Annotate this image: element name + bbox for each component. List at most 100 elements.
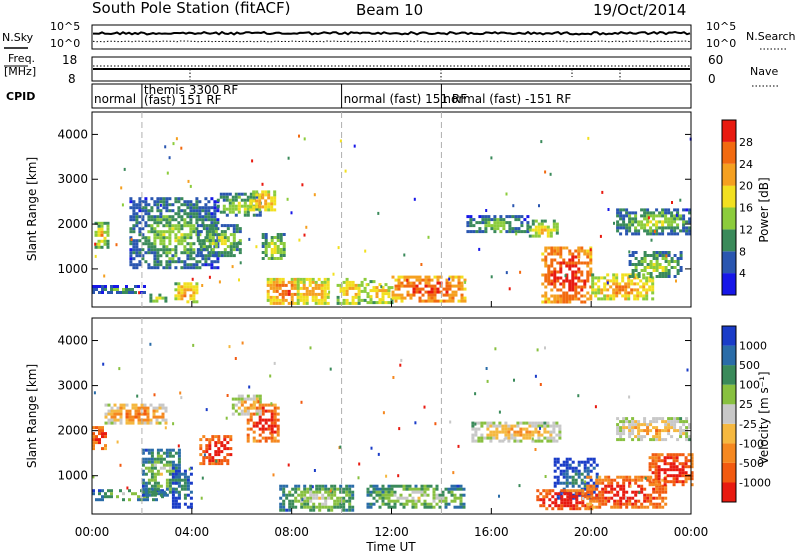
range-gate-cell: [651, 462, 655, 466]
range-gate-cell: [652, 438, 656, 442]
range-gate-cell: [222, 204, 226, 208]
range-gate-cell: [156, 481, 160, 485]
range-gate-cell: [171, 478, 175, 482]
range-gate-cell: [586, 502, 590, 506]
range-gate-cell: [113, 412, 117, 416]
range-gate-cell: [634, 229, 638, 233]
range-gate-cell: [649, 272, 653, 275]
range-gate-cell: [147, 236, 151, 240]
range-gate-cell: [279, 484, 283, 488]
range-gate-cell: [511, 215, 515, 219]
range-gate-cell: [214, 227, 218, 231]
range-gate-cell: [279, 508, 283, 512]
range-gate-cell: [119, 463, 122, 467]
range-gate-cell: [150, 451, 154, 455]
range-gate-cell: [132, 263, 136, 267]
range-gate-cell: [240, 403, 244, 407]
range-gate-cell: [285, 493, 289, 497]
range-gate-cell: [278, 283, 282, 287]
range-gate-cell: [418, 281, 422, 285]
range-gate-cell: [661, 272, 665, 275]
range-gate-cell: [537, 436, 541, 440]
range-gate-cell: [537, 424, 541, 428]
range-gate-cell: [98, 492, 101, 496]
range-gate-cell: [568, 300, 572, 304]
range-gate-cell: [208, 236, 212, 240]
range-gate-cell: [550, 252, 554, 256]
range-gate-cell: [186, 484, 190, 488]
range-gate-cell: [400, 296, 404, 300]
range-gate-cell: [270, 427, 274, 431]
range-gate-cell: [366, 301, 370, 305]
range-gate-cell: [180, 266, 184, 270]
range-gate-cell: [220, 224, 224, 228]
range-gate-cell: [264, 427, 268, 431]
range-gate-cell: [607, 208, 610, 211]
colorbar-swatch: [722, 404, 736, 424]
range-gate-cell: [550, 300, 554, 304]
range-gate-cell: [661, 208, 665, 212]
range-gate-cell: [104, 432, 107, 436]
range-gate-cell: [489, 421, 493, 425]
range-gate-cell: [243, 192, 247, 196]
range-gate-cell: [272, 301, 276, 305]
range-gate-cell: [137, 412, 141, 416]
range-gate-cell: [138, 230, 142, 234]
range-gate-cell: [144, 209, 148, 213]
range-gate-cell: [177, 200, 181, 204]
range-gate-cell: [661, 490, 665, 494]
range-gate-cell: [308, 280, 312, 284]
range-gate-cell: [474, 439, 478, 443]
range-gate-cell: [183, 484, 187, 488]
range-gate-cell: [314, 286, 318, 290]
range-gate-cell: [655, 260, 659, 263]
range-gate-cell: [252, 397, 256, 401]
range-gate-cell: [351, 496, 355, 500]
range-gate-cell: [218, 280, 221, 284]
range-gate-cell: [649, 229, 653, 233]
range-gate-cell: [234, 198, 238, 202]
range-gate-cell: [144, 197, 148, 201]
range-gate-cell: [208, 447, 212, 451]
range-gate-cell: [637, 420, 641, 424]
range-gate-cell: [378, 493, 382, 497]
power-colorbar-label: Power [dB]: [757, 177, 771, 242]
range-gate-cell: [189, 233, 193, 237]
range-gate-cell: [249, 208, 253, 212]
range-gate-cell: [571, 276, 575, 280]
range-gate-cell: [381, 286, 385, 290]
range-gate-cell: [159, 209, 163, 213]
range-gate-cell: [572, 489, 576, 493]
range-gate-cell: [448, 287, 452, 291]
range-gate-cell: [211, 254, 215, 258]
range-gate-cell: [550, 282, 554, 286]
range-gate-cell: [625, 232, 629, 236]
range-gate-cell: [165, 448, 169, 452]
range-gate-cell: [679, 429, 683, 433]
range-gate-cell: [216, 260, 220, 264]
range-gate-cell: [616, 493, 620, 497]
range-gate-cell: [566, 495, 570, 499]
range-gate-cell: [543, 424, 547, 428]
range-gate-cell: [393, 502, 397, 506]
range-gate-cell: [183, 251, 187, 255]
range-gate-cell: [202, 450, 206, 454]
range-gate-cell: [315, 490, 319, 494]
range-gate-cell: [520, 224, 524, 228]
range-gate-cell: [155, 296, 159, 300]
range-gate-cell: [144, 236, 148, 240]
range-gate-cell: [565, 472, 569, 476]
range-gate-cell: [276, 233, 280, 236]
range-gate-cell: [633, 288, 637, 292]
range-gate-cell: [357, 289, 361, 293]
range-gate-cell: [658, 505, 662, 509]
y-tick-label: 3000: [57, 172, 88, 186]
range-gate-cell: [213, 206, 217, 210]
y-tick-label: 2000: [57, 217, 88, 231]
range-gate-cell: [387, 286, 391, 290]
range-gate-cell: [657, 453, 661, 457]
range-gate-cell: [144, 490, 148, 494]
range-gate-cell: [269, 280, 273, 284]
range-gate-cell: [246, 213, 250, 217]
range-gate-cell: [582, 497, 584, 500]
